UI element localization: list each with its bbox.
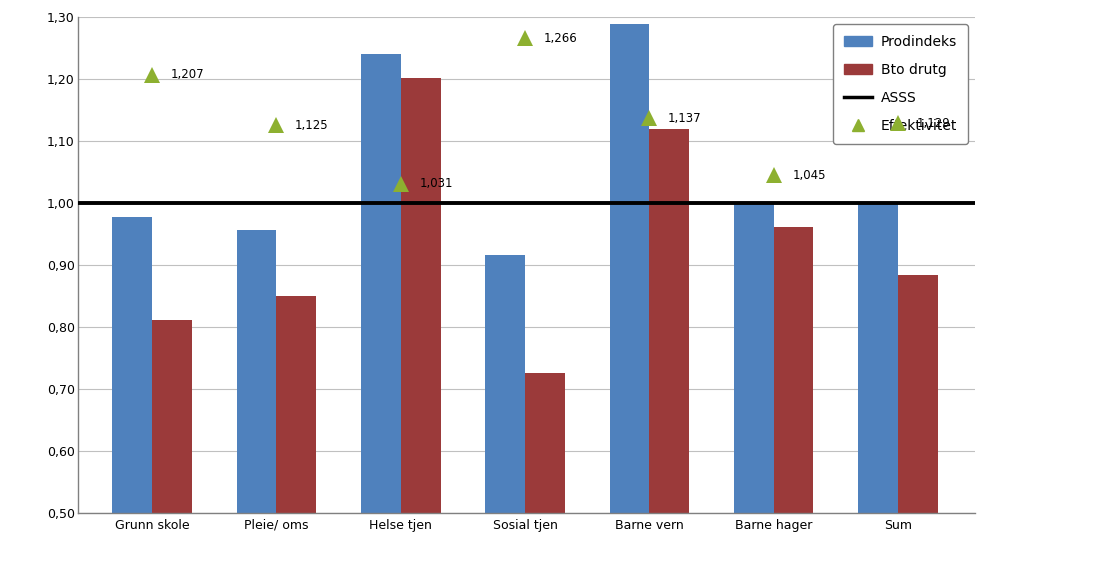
Bar: [609, 24, 649, 564]
Bar: [733, 202, 773, 564]
Bar: [525, 373, 565, 564]
Bar: [649, 129, 689, 564]
Bar: [773, 227, 813, 564]
Bar: [859, 202, 897, 564]
Bar: [897, 275, 937, 564]
Bar: [361, 54, 401, 564]
Text: 1,137: 1,137: [668, 112, 701, 125]
Text: 1,266: 1,266: [544, 32, 577, 45]
Text: 1,129: 1,129: [916, 117, 951, 130]
Bar: [401, 78, 441, 564]
Bar: [112, 217, 152, 564]
Text: 1,045: 1,045: [792, 169, 825, 182]
Bar: [152, 320, 192, 564]
Bar: [277, 296, 316, 564]
Text: 1,125: 1,125: [295, 119, 329, 132]
Bar: [485, 255, 525, 564]
Text: 1,031: 1,031: [420, 177, 453, 190]
Text: 1,207: 1,207: [171, 68, 204, 81]
Bar: [237, 230, 277, 564]
Legend: Prodindeks, Bto drutg, ASSS, Effektivitet: Prodindeks, Bto drutg, ASSS, Effektivite…: [833, 24, 968, 144]
